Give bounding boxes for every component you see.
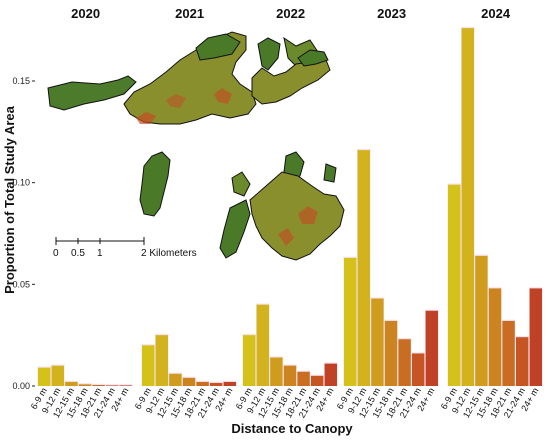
bar-2023-24-m	[425, 310, 438, 386]
bar-2021-18-21-m	[196, 381, 209, 386]
bar-halo	[119, 384, 133, 386]
bar-2022-6-9-m	[243, 335, 256, 386]
bar-2023-18-21-m	[398, 339, 411, 386]
bar-2020-18-21-m	[92, 384, 105, 386]
bar-2021-21-24-m	[210, 382, 223, 386]
bar-2024-15-18-m	[488, 288, 502, 386]
bar-2022-9-12-m	[256, 304, 269, 386]
bar-2020-21-24-m	[106, 385, 119, 386]
scale-label-0: 0	[53, 248, 59, 259]
bar-2023-9-12-m	[357, 150, 370, 386]
bar-2023-21-24-m	[412, 353, 425, 386]
study-area-map-inset: 0 0.5 1 2 Kilometers	[47, 31, 345, 261]
bar-2024-9-12-m	[461, 28, 474, 387]
panel-title-2020: 2020	[71, 6, 100, 21]
map-region-north	[47, 31, 331, 125]
scale-label-1: 1	[97, 248, 103, 259]
panel-title-2022: 2022	[276, 6, 305, 21]
bar-2024-12-15-m	[475, 255, 488, 386]
panel-title-2024: 2024	[481, 6, 511, 21]
bar-2020-15-18-m	[78, 384, 92, 386]
x-axis-title: Distance to Canopy	[231, 421, 353, 436]
bar-halo	[91, 383, 106, 386]
bar-2024-24-m	[529, 288, 542, 386]
map-region-west	[139, 151, 171, 217]
category-labels: 6-9 m9-12 m12-15 m15-18 m18-21 m21-24 m2…	[29, 386, 541, 420]
bar-2020-12-15-m	[65, 381, 78, 386]
scale-label-0-5: 0.5	[71, 248, 85, 259]
panel-title-2023: 2023	[377, 6, 406, 21]
y-tick-label: 0.00	[12, 381, 30, 391]
bar-2021-15-18-m	[182, 377, 196, 386]
bar-2024-21-24-m	[516, 337, 529, 386]
bar-halo	[105, 384, 119, 386]
bar-2021-6-9-m	[142, 345, 155, 386]
bar-2022-15-18-m	[283, 365, 297, 386]
bar-2024-18-21-m	[502, 320, 515, 386]
bar-2020-24-m	[119, 385, 132, 386]
bar-2023-6-9-m	[344, 257, 357, 386]
y-axis: 0.00 0.05 0.10 0.15	[12, 76, 35, 391]
bar-2021-12-15-m	[169, 373, 182, 386]
bar-2024-6-9-m	[448, 184, 461, 386]
bar-2023-15-18-m	[384, 320, 398, 386]
panel-title-2021: 2021	[175, 6, 204, 21]
bar-2021-9-12-m	[155, 335, 168, 386]
y-tick-label: 0.10	[12, 178, 30, 188]
bar-2022-21-24-m	[311, 375, 324, 386]
map-scale-bar: 0 0.5 1 2 Kilometers	[53, 237, 197, 259]
bar-2023-12-15-m	[371, 298, 384, 386]
y-tick-label: 0.15	[12, 76, 30, 86]
map-region-south	[219, 151, 345, 261]
bar-2022-12-15-m	[270, 357, 283, 386]
y-axis-title: Proportion of Total Study Area	[2, 105, 17, 294]
bar-2022-24-m	[324, 363, 337, 386]
scale-label-2-km: 2 Kilometers	[141, 248, 197, 259]
year-titles: 2020 2021 2022 2023 2024	[71, 6, 511, 21]
bars	[37, 26, 543, 387]
bar-2021-24-m	[223, 381, 236, 386]
bar-2020-6-9-m	[38, 367, 51, 386]
bar-2020-9-12-m	[51, 365, 64, 386]
y-tick-label: 0.05	[12, 279, 30, 289]
bar-2022-18-21-m	[297, 371, 310, 386]
